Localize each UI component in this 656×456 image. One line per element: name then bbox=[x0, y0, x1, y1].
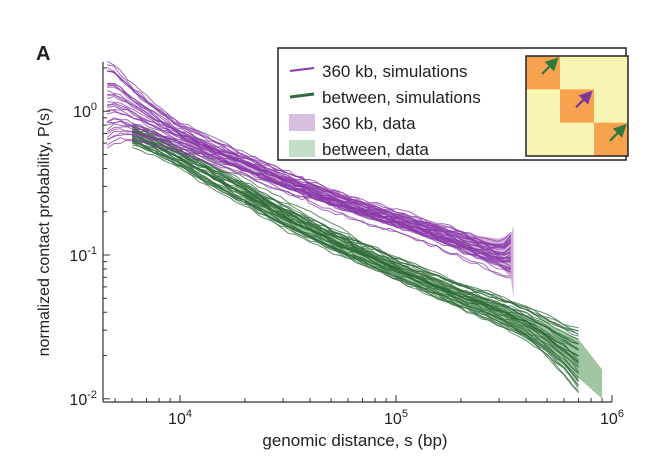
x-tick-label: 105 bbox=[384, 408, 408, 428]
sim-line-between-simulations bbox=[131, 124, 579, 335]
x-ticks: 104 105 106 bbox=[114, 395, 624, 428]
y-tick-label: 10-1 bbox=[69, 245, 97, 265]
panel-label: A bbox=[36, 43, 50, 65]
x-tick-label: 106 bbox=[600, 408, 624, 428]
inset-arrow bbox=[575, 90, 593, 109]
x-tick-exponent: 6 bbox=[618, 408, 624, 420]
y-tick-label: 100 bbox=[73, 101, 97, 121]
legend-label: between, data bbox=[322, 140, 429, 159]
simulation-lines bbox=[106, 60, 579, 394]
legend-label: between, simulations bbox=[322, 88, 481, 107]
inset-contact-map bbox=[525, 55, 629, 157]
y-tick-exponent: 0 bbox=[91, 101, 97, 113]
sim-line-between-simulations bbox=[131, 146, 579, 392]
y-tick-label: 10-2 bbox=[69, 389, 97, 409]
y-tick-base: 10 bbox=[73, 104, 91, 121]
x-tick-base: 10 bbox=[384, 411, 402, 428]
legend-label: 360 kb, simulations bbox=[322, 62, 468, 81]
x-tick-label: 104 bbox=[168, 408, 192, 428]
y-tick-base: 10 bbox=[69, 248, 87, 265]
legend-swatch-box bbox=[289, 140, 315, 157]
sim-line-360-kb-simulations bbox=[106, 128, 511, 270]
sim-line-between-simulations bbox=[131, 122, 579, 329]
legend-swatch-line bbox=[289, 67, 315, 72]
y-tick-exponent: -1 bbox=[87, 245, 97, 257]
sim-line-360-kb-simulations bbox=[106, 102, 511, 260]
sim-line-360-kb-simulations bbox=[107, 70, 512, 247]
inset-frame bbox=[525, 55, 629, 157]
y-axis-label: normalized contact probability, P(s) bbox=[36, 108, 53, 357]
sim-line-between-simulations bbox=[131, 126, 579, 332]
x-tick-exponent: 4 bbox=[186, 408, 192, 420]
sim-line-between-simulations bbox=[131, 132, 579, 356]
legend-label: 360 kb, data bbox=[322, 114, 416, 133]
x-tick-base: 10 bbox=[168, 411, 186, 428]
y-tick-base: 10 bbox=[69, 392, 87, 409]
y-tick-exponent: -2 bbox=[87, 389, 97, 401]
x-axis-label: genomic distance, s (bp) bbox=[262, 431, 447, 450]
sim-line-between-simulations bbox=[131, 135, 579, 375]
x-tick-exponent: 5 bbox=[402, 408, 408, 420]
inset-arrow bbox=[541, 57, 559, 75]
inset-arrow bbox=[609, 123, 627, 142]
sim-line-360-kb-simulations bbox=[107, 93, 511, 256]
sim-line-360-kb-simulations bbox=[107, 64, 512, 242]
sim-line-360-kb-simulations bbox=[107, 132, 511, 277]
x-tick-base: 10 bbox=[600, 411, 618, 428]
sim-line-between-simulations bbox=[132, 142, 579, 380]
sim-line-360-kb-simulations bbox=[107, 120, 511, 263]
sim-line-360-kb-simulations bbox=[106, 133, 511, 279]
sim-line-360-kb-simulations bbox=[106, 60, 512, 248]
legend-swatch-box bbox=[289, 114, 315, 131]
legend-swatch-line bbox=[289, 92, 315, 99]
